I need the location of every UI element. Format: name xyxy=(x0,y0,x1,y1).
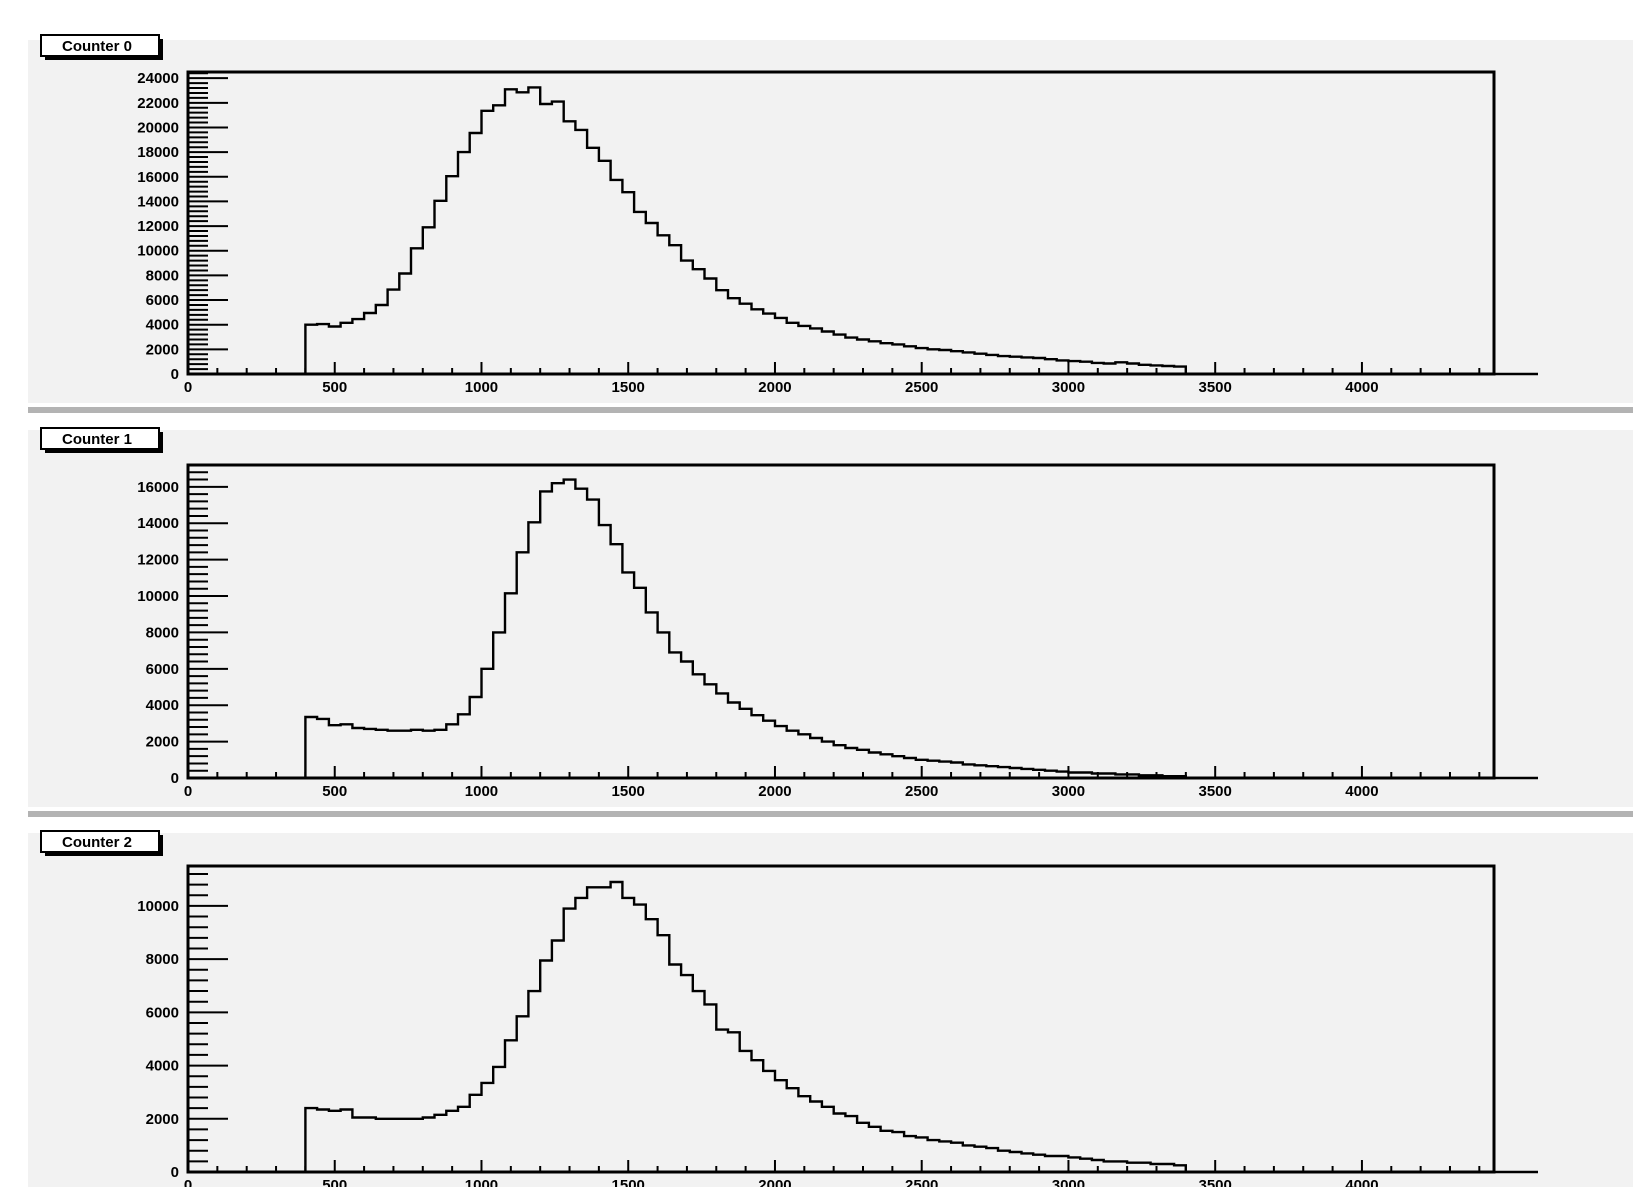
y-tick-label: 0 xyxy=(171,770,179,787)
y-tick-label: 14000 xyxy=(137,515,179,532)
x-tick-label: 1000 xyxy=(465,783,498,800)
y-tick-label: 0 xyxy=(171,1164,179,1181)
x-tick-label: 3000 xyxy=(1052,1177,1085,1187)
histogram-panel-1: 0 2000 4000 6000 8000 10000 12000 14000 16000 0 50… xyxy=(28,427,1633,807)
y-tick-label: 6000 xyxy=(146,661,179,678)
y-tick-label: 16000 xyxy=(137,479,179,496)
panel-background xyxy=(28,430,1633,807)
plot-frame xyxy=(186,463,1496,780)
y-tick-label: 18000 xyxy=(137,144,179,161)
plot-frame xyxy=(186,70,1496,376)
x-tick-label: 2000 xyxy=(758,379,791,396)
x-tick-label: 3500 xyxy=(1199,783,1232,800)
panel-background xyxy=(28,833,1633,1187)
title-box xyxy=(40,427,160,450)
x-tick-label: 1500 xyxy=(612,1177,645,1187)
panel-separator xyxy=(28,407,1633,413)
x-tick-label: 2000 xyxy=(758,783,791,800)
x-tick-label: 1500 xyxy=(612,783,645,800)
x-tick-label: 2000 xyxy=(758,1177,791,1187)
y-tick-label: 8000 xyxy=(146,951,179,968)
panel-separator xyxy=(28,811,1633,817)
y-tick-label: 4000 xyxy=(146,1058,179,1075)
x-tick-label: 0 xyxy=(184,783,192,800)
y-tick-label: 14000 xyxy=(137,193,179,210)
x-tick-label: 3000 xyxy=(1052,379,1085,396)
y-tick-label: 2000 xyxy=(146,341,179,358)
title-text: Counter 2 xyxy=(62,834,132,851)
y-tick-label: 12000 xyxy=(137,218,179,235)
histogram-panel-2: 0 2000 4000 6000 8000 10000 0 500 1000 1500 2000 25… xyxy=(28,830,1633,1187)
x-tick-label: 4000 xyxy=(1345,1177,1378,1187)
x-tick-label: 1000 xyxy=(465,1177,498,1187)
y-tick-label: 10000 xyxy=(137,243,179,260)
y-tick-label: 20000 xyxy=(137,119,179,136)
x-tick-label: 3000 xyxy=(1052,783,1085,800)
y-tick-label: 24000 xyxy=(137,70,179,87)
y-tick-label: 8000 xyxy=(146,267,179,284)
x-tick-label: 500 xyxy=(322,379,347,396)
y-tick-label: 6000 xyxy=(146,1004,179,1021)
y-tick-label: 8000 xyxy=(146,624,179,641)
x-tick-label: 3500 xyxy=(1199,379,1232,396)
panel-title: Counter 1 xyxy=(40,427,163,453)
y-tick-label: 4000 xyxy=(146,317,179,334)
panel-background xyxy=(28,40,1633,403)
histogram-panel-0: 0200040006000800010000120001400016000180… xyxy=(28,34,1633,403)
panel-title: Counter 2 xyxy=(40,830,163,856)
y-tick-label: 10000 xyxy=(137,898,179,915)
title-text: Counter 1 xyxy=(62,431,132,448)
x-tick-label: 0 xyxy=(184,1177,192,1187)
y-tick-label: 10000 xyxy=(137,588,179,605)
title-box xyxy=(40,34,160,57)
x-tick-label: 4000 xyxy=(1345,379,1378,396)
title-text: Counter 0 xyxy=(62,38,132,55)
plot-frame xyxy=(186,864,1496,1174)
y-tick-label: 4000 xyxy=(146,697,179,714)
y-tick-label: 6000 xyxy=(146,292,179,309)
x-tick-label: 2500 xyxy=(905,783,938,800)
y-tick-label: 16000 xyxy=(137,169,179,186)
x-tick-label: 1500 xyxy=(612,379,645,396)
y-tick-label: 2000 xyxy=(146,734,179,751)
panel-title: Counter 0 xyxy=(40,34,163,60)
x-tick-label: 2500 xyxy=(905,379,938,396)
y-tick-label: 2000 xyxy=(146,1111,179,1128)
y-tick-label: 22000 xyxy=(137,95,179,112)
x-tick-label: 500 xyxy=(322,783,347,800)
x-tick-label: 0 xyxy=(184,379,192,396)
x-tick-label: 3500 xyxy=(1199,1177,1232,1187)
x-tick-label: 2500 xyxy=(905,1177,938,1187)
x-tick-label: 500 xyxy=(322,1177,347,1187)
title-box xyxy=(40,830,160,853)
x-tick-label: 1000 xyxy=(465,379,498,396)
y-tick-label: 12000 xyxy=(137,552,179,569)
x-tick-label: 4000 xyxy=(1345,783,1378,800)
y-tick-label: 0 xyxy=(171,366,179,383)
